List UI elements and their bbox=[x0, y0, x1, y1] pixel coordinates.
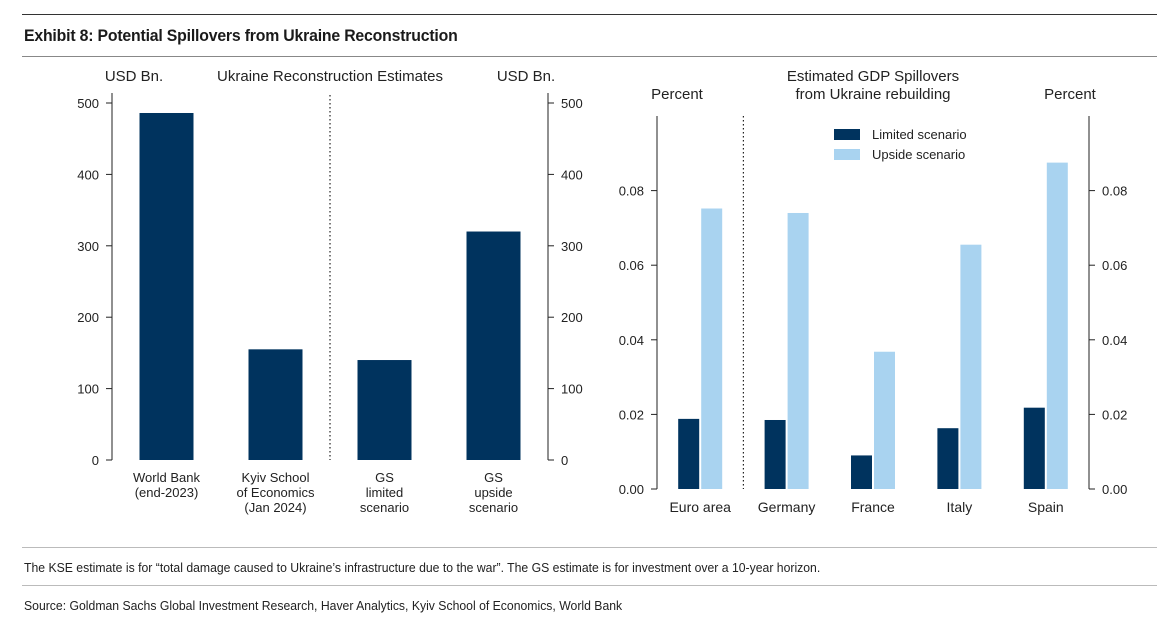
x-tick-label: limited bbox=[366, 485, 404, 500]
top-rule bbox=[22, 14, 1157, 15]
bar-limited bbox=[678, 418, 700, 489]
bar-limited bbox=[764, 419, 786, 489]
x-tick-label: of Economics bbox=[236, 485, 315, 500]
y-tick-label-left: 500 bbox=[77, 96, 99, 111]
bar bbox=[466, 231, 521, 460]
bar-upside bbox=[1046, 162, 1068, 489]
y-tick-label-left: 400 bbox=[77, 167, 99, 182]
footnote: The KSE estimate is for “total damage ca… bbox=[24, 560, 821, 575]
x-tick-label: (Jan 2024) bbox=[244, 500, 306, 515]
bar-upside bbox=[960, 244, 982, 489]
y-tick-label-left: 200 bbox=[77, 310, 99, 325]
y-tick-label-right: 0 bbox=[561, 453, 568, 468]
y-axis-right-label: Percent bbox=[1044, 86, 1097, 103]
x-tick-label: (end-2023) bbox=[135, 485, 199, 500]
y-axis-right-label: USD Bn. bbox=[497, 68, 555, 85]
bar-upside bbox=[787, 212, 809, 490]
y-tick-label-right: 300 bbox=[561, 239, 583, 254]
bar-limited bbox=[937, 428, 959, 489]
x-tick-label: France bbox=[851, 499, 895, 515]
y-tick-label-right: 0.06 bbox=[1102, 258, 1127, 273]
bar bbox=[248, 349, 303, 460]
y-tick-label-right: 0.08 bbox=[1102, 184, 1127, 199]
legend-swatch bbox=[834, 129, 860, 140]
y-tick-label-right: 400 bbox=[561, 167, 583, 182]
footnote-rule bbox=[22, 547, 1157, 548]
gdp-spillovers-chart: Percent Percent Estimated GDP Spilloversfr… bbox=[619, 68, 1128, 515]
y-tick-label-left: 0.06 bbox=[619, 258, 644, 273]
source-note: Source: Goldman Sachs Global Investment … bbox=[24, 598, 623, 613]
y-tick-label-right: 100 bbox=[561, 382, 583, 397]
chart-title: Estimated GDP Spillovers bbox=[787, 68, 959, 85]
x-tick-label: Euro area bbox=[669, 499, 731, 515]
x-tick-label: scenario bbox=[360, 500, 409, 515]
bar-upside bbox=[874, 351, 895, 489]
y-tick-label-left: 0.02 bbox=[619, 407, 644, 422]
bar-limited bbox=[851, 455, 872, 489]
y-axis-left-label: USD Bn. bbox=[105, 68, 163, 85]
y-tick-label-right: 0.04 bbox=[1102, 333, 1127, 348]
x-tick-label: Italy bbox=[947, 499, 973, 515]
bar bbox=[139, 112, 194, 460]
x-tick-label: GS bbox=[484, 470, 503, 485]
y-tick-label-right: 200 bbox=[561, 310, 583, 325]
y-axis-left-label: Percent bbox=[651, 86, 704, 103]
x-tick-label: Germany bbox=[758, 499, 816, 515]
x-tick-label: GS bbox=[375, 470, 394, 485]
title-rule bbox=[22, 56, 1157, 57]
y-tick-label-right: 0.02 bbox=[1102, 407, 1127, 422]
chart-title: from Ukraine rebuilding bbox=[795, 86, 950, 103]
x-tick-label: Spain bbox=[1028, 499, 1064, 515]
chart-title: Ukraine Reconstruction Estimates bbox=[217, 68, 443, 85]
reconstruction-estimates-chart: USD Bn. USD Bn. Ukraine Reconstruction Est… bbox=[77, 68, 583, 515]
y-tick-label-right: 0.00 bbox=[1102, 482, 1127, 497]
y-tick-label-left: 100 bbox=[77, 382, 99, 397]
y-tick-label-left: 0 bbox=[92, 453, 99, 468]
legend-label: Upside scenario bbox=[872, 147, 965, 162]
y-tick-label-left: 0.04 bbox=[619, 333, 644, 348]
x-tick-label: upside bbox=[474, 485, 512, 500]
bar-limited bbox=[1023, 407, 1045, 489]
y-tick-label-left: 300 bbox=[77, 239, 99, 254]
exhibit-title: Exhibit 8: Potential Spillovers from Ukr… bbox=[24, 26, 458, 45]
legend-swatch bbox=[834, 149, 860, 160]
bar-upside bbox=[701, 208, 723, 489]
bar bbox=[357, 360, 412, 460]
y-tick-label-left: 0.00 bbox=[619, 482, 644, 497]
y-tick-label-left: 0.08 bbox=[619, 184, 644, 199]
y-tick-label-right: 500 bbox=[561, 96, 583, 111]
x-tick-label: scenario bbox=[469, 500, 518, 515]
x-tick-label: World Bank bbox=[133, 470, 200, 485]
x-tick-label: Kyiv School bbox=[242, 470, 310, 485]
source-rule bbox=[22, 585, 1157, 586]
legend-label: Limited scenario bbox=[872, 127, 967, 142]
